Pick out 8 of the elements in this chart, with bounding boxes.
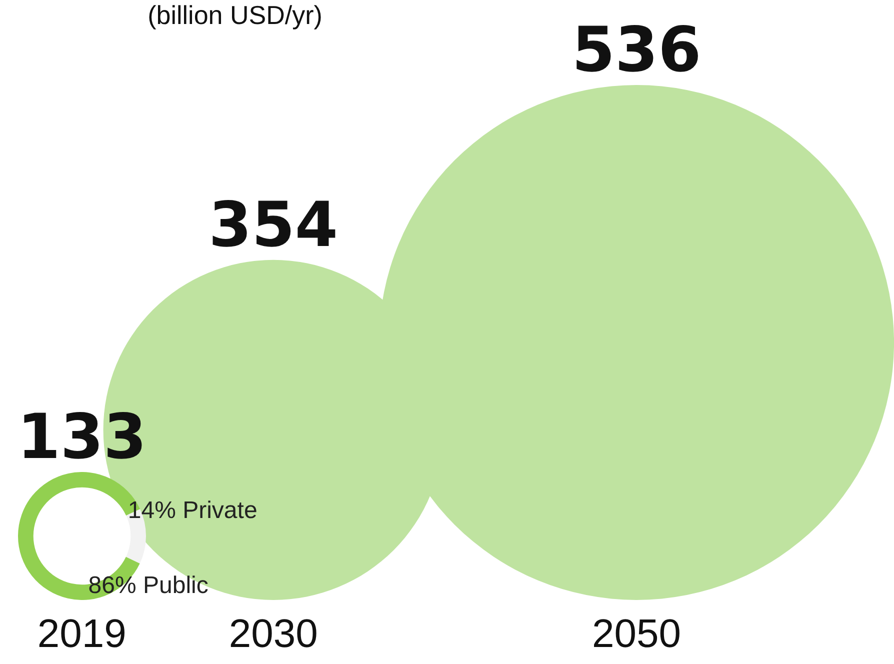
text: (billion USD/yr) <box>148 0 322 30</box>
category-label: 2030 <box>228 612 318 656</box>
category-label: 2050 <box>591 612 682 657</box>
data-label: 536 <box>572 13 702 86</box>
category-label: 2019 <box>37 612 126 656</box>
slice-label: 14% Private <box>128 496 258 525</box>
data-label: 354 <box>208 188 338 261</box>
data-label: 133 <box>17 400 147 474</box>
